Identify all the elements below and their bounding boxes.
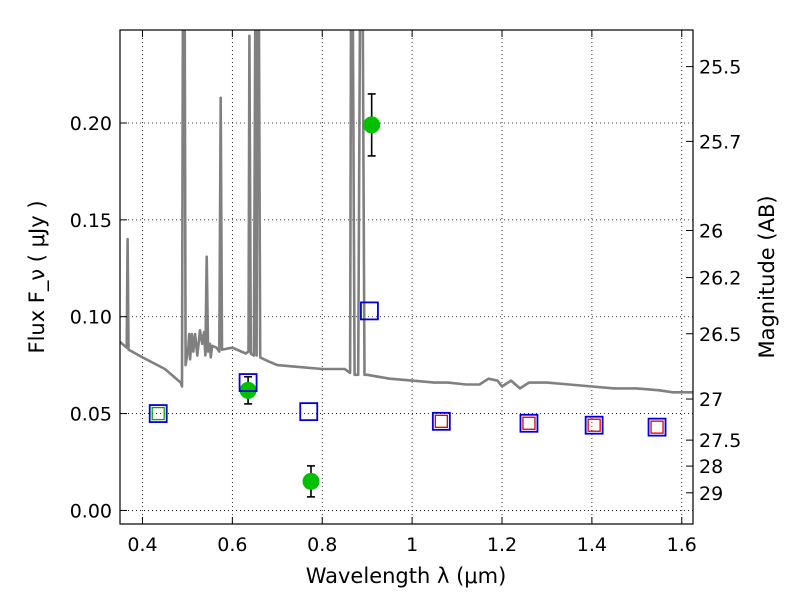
mag-tick-label: 26.2 — [699, 268, 741, 290]
data-point-square — [647, 417, 667, 437]
data-point-square — [299, 402, 319, 422]
data-point-small-square — [650, 420, 664, 434]
data-point-small-square — [151, 406, 165, 421]
data-point-small-square — [522, 416, 536, 430]
mag-tick-label: 26 — [699, 221, 723, 243]
data-layer — [120, 30, 693, 498]
mag-tick-label: 25.7 — [699, 131, 741, 153]
y2-axis-label: Magnitude (AB) — [755, 195, 779, 358]
x-axis-label: Wavelength λ (μm) — [306, 564, 507, 588]
mag-tick-label: 26.5 — [699, 324, 741, 346]
x-tick-label: 1.4 — [577, 534, 607, 556]
y-axis-label: Flux F_ν ( μJy ) — [25, 200, 50, 353]
y-tick-label: 0.20 — [70, 113, 112, 135]
x-tick-label: 1.6 — [667, 534, 697, 556]
mag-tick-label: 29 — [699, 483, 723, 505]
data-point-small-square — [434, 414, 448, 428]
ticks: 0.4 0.6 0.8 1 1.2 1.4 1.6 0.00 0.05 0.10 0.15 0.20 2… — [70, 30, 741, 556]
x-tick-label: 0.8 — [307, 534, 337, 556]
model-spectrum-line — [120, 30, 693, 394]
data-point-square — [584, 415, 604, 435]
y-tick-label: 0.00 — [70, 500, 112, 522]
data-point-square — [148, 404, 168, 423]
mag-tick-label: 27.5 — [699, 430, 741, 452]
x-tick-label: 1 — [406, 534, 418, 556]
x-tick-label: 1.2 — [487, 534, 517, 556]
data-point-circle — [363, 116, 381, 134]
mag-tick-label: 27 — [699, 389, 723, 411]
y-tick-label: 0.05 — [70, 404, 112, 426]
data-point-circle — [302, 472, 320, 490]
x-tick-label: 0.4 — [127, 534, 157, 556]
data-point-square — [431, 411, 451, 431]
data-point-small-square — [587, 418, 601, 432]
data-point-square — [360, 301, 379, 321]
y-tick-label: 0.10 — [70, 307, 112, 329]
mag-tick-label: 28 — [699, 456, 723, 478]
mag-tick-label: 25.5 — [699, 57, 741, 79]
y-tick-label: 0.15 — [70, 210, 112, 232]
plot-frame — [119, 29, 694, 525]
plot-background — [120, 30, 693, 524]
x-tick-label: 0.6 — [217, 534, 247, 556]
data-point-square — [519, 413, 539, 433]
data-point-square — [238, 373, 258, 392]
